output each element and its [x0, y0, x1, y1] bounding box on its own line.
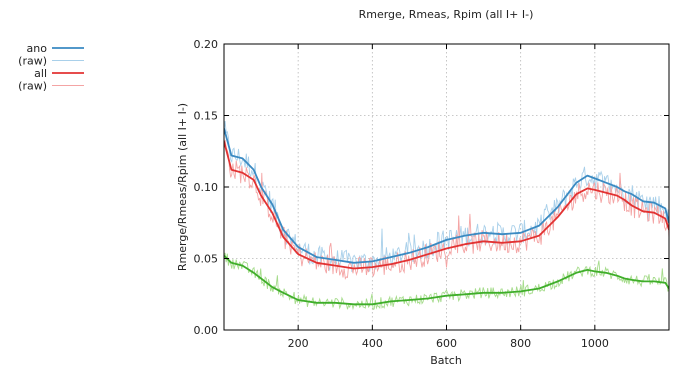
y-tick-label: 0.00: [194, 324, 219, 337]
all-line: [224, 140, 669, 270]
smoothed-series-layer: [224, 128, 669, 306]
legend-label: all: [34, 67, 47, 80]
x-tick-label: 800: [510, 337, 531, 350]
x-tick-label: 600: [436, 337, 457, 350]
legend-label: (raw): [18, 55, 47, 68]
x-axis-label: Batch: [430, 354, 462, 367]
series-3-raw-line: [224, 252, 669, 311]
plot-frame: [223, 43, 670, 331]
x-tick-label: 200: [288, 337, 309, 350]
y-tick-label: 0.05: [194, 253, 219, 266]
y-axis-label: Rmerge/Rmeas/Rpim (all I+ I-): [176, 103, 189, 271]
axis-ticks: 200 400 600 800 1000 0.00 0.05 0.10 0.15 0.20: [194, 38, 669, 350]
ano-line: [224, 128, 669, 264]
chart-title: Rmerge, Rmeas, Rpim (all I+ I-): [359, 8, 534, 21]
x-tick-label: 400: [362, 337, 383, 350]
y-tick-label: 0.20: [194, 38, 219, 51]
legend-label: ano: [27, 42, 48, 55]
legend-label: (raw): [18, 80, 47, 93]
y-tick-label: 0.10: [194, 181, 219, 194]
legend: ano(raw)all(raw): [18, 42, 84, 93]
x-tick-label: 1000: [581, 337, 609, 350]
y-tick-label: 0.15: [194, 110, 219, 123]
series-3-line: [224, 254, 669, 306]
grid: [224, 44, 669, 330]
ano-raw-line: [224, 121, 669, 273]
